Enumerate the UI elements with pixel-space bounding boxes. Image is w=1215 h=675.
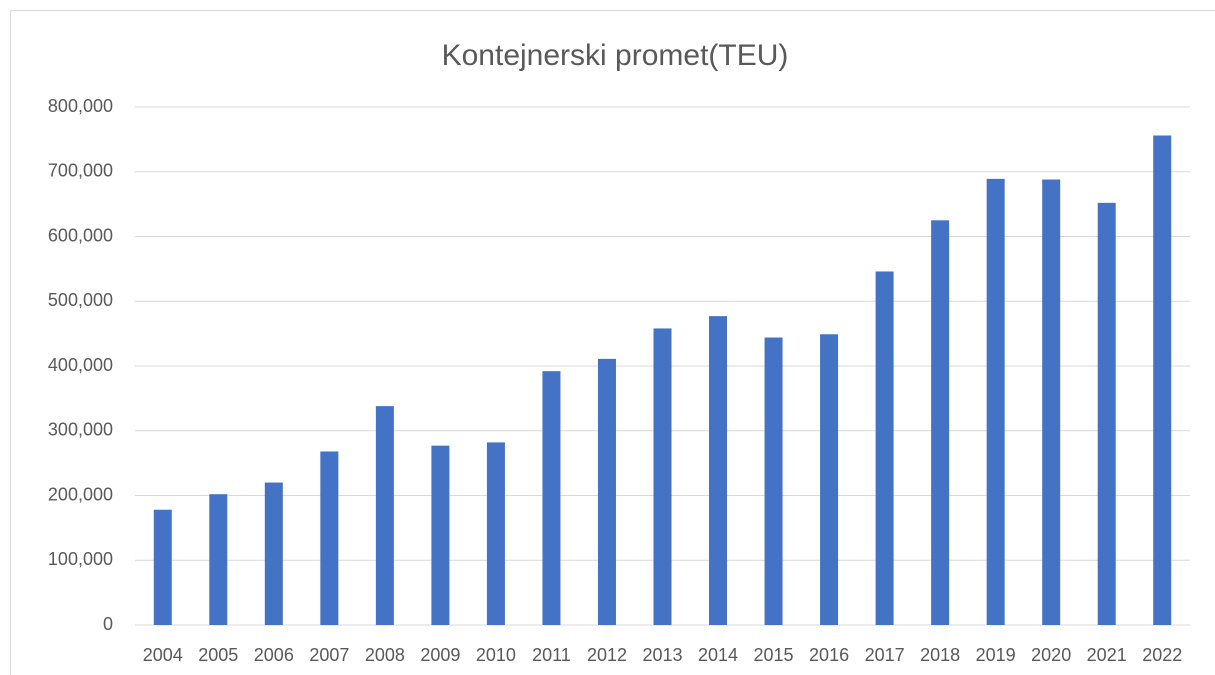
x-tick-label: 2014 (698, 645, 738, 665)
bar (931, 220, 950, 625)
bar (875, 271, 894, 625)
x-tick-label: 2010 (476, 645, 516, 665)
x-tick-label: 2006 (254, 645, 294, 665)
x-tick-label: 2019 (976, 645, 1016, 665)
x-tick-label: 2011 (532, 645, 571, 665)
x-tick-label: 2017 (865, 645, 905, 665)
bar (709, 316, 728, 625)
bar (653, 328, 672, 625)
bar (986, 178, 1005, 625)
bar (264, 482, 283, 625)
bar (1153, 135, 1172, 626)
bar (209, 494, 228, 625)
y-tick-label: 700,000 (48, 161, 113, 181)
x-tick-label: 2007 (309, 645, 349, 665)
bar (431, 445, 450, 625)
chart-border (10, 10, 1215, 675)
x-tick-label: 2005 (198, 645, 238, 665)
y-tick-label: 100,000 (48, 549, 113, 569)
x-tick-label: 2009 (420, 645, 460, 665)
y-tick-label: 0 (103, 614, 113, 634)
bar (153, 509, 172, 625)
x-tick-label: 2021 (1087, 645, 1127, 665)
y-tick-label: 400,000 (48, 355, 113, 375)
y-tick-label: 800,000 (48, 96, 113, 116)
bar (375, 406, 394, 625)
x-tick-label: 2008 (365, 645, 405, 665)
bar (320, 451, 339, 625)
x-tick-label: 2004 (143, 645, 183, 665)
x-tick-label: 2015 (754, 645, 794, 665)
bar (1097, 202, 1116, 625)
x-tick-label: 2013 (642, 645, 682, 665)
bar (486, 442, 505, 625)
bar (542, 371, 561, 625)
y-tick-label: 500,000 (48, 290, 113, 310)
bar (597, 358, 616, 625)
y-tick-label: 200,000 (48, 484, 113, 504)
x-tick-label: 2018 (920, 645, 960, 665)
chart-title: Kontejnerski promet(TEU) (442, 39, 789, 72)
x-tick-label: 2020 (1031, 645, 1071, 665)
y-tick-label: 300,000 (48, 420, 113, 440)
x-tick-label: 2016 (809, 645, 849, 665)
bar (1042, 179, 1061, 625)
bar (764, 337, 783, 625)
x-tick-label: 2012 (587, 645, 627, 665)
y-tick-label: 600,000 (48, 225, 113, 245)
x-tick-label: 2022 (1142, 645, 1182, 665)
bar (820, 334, 839, 625)
